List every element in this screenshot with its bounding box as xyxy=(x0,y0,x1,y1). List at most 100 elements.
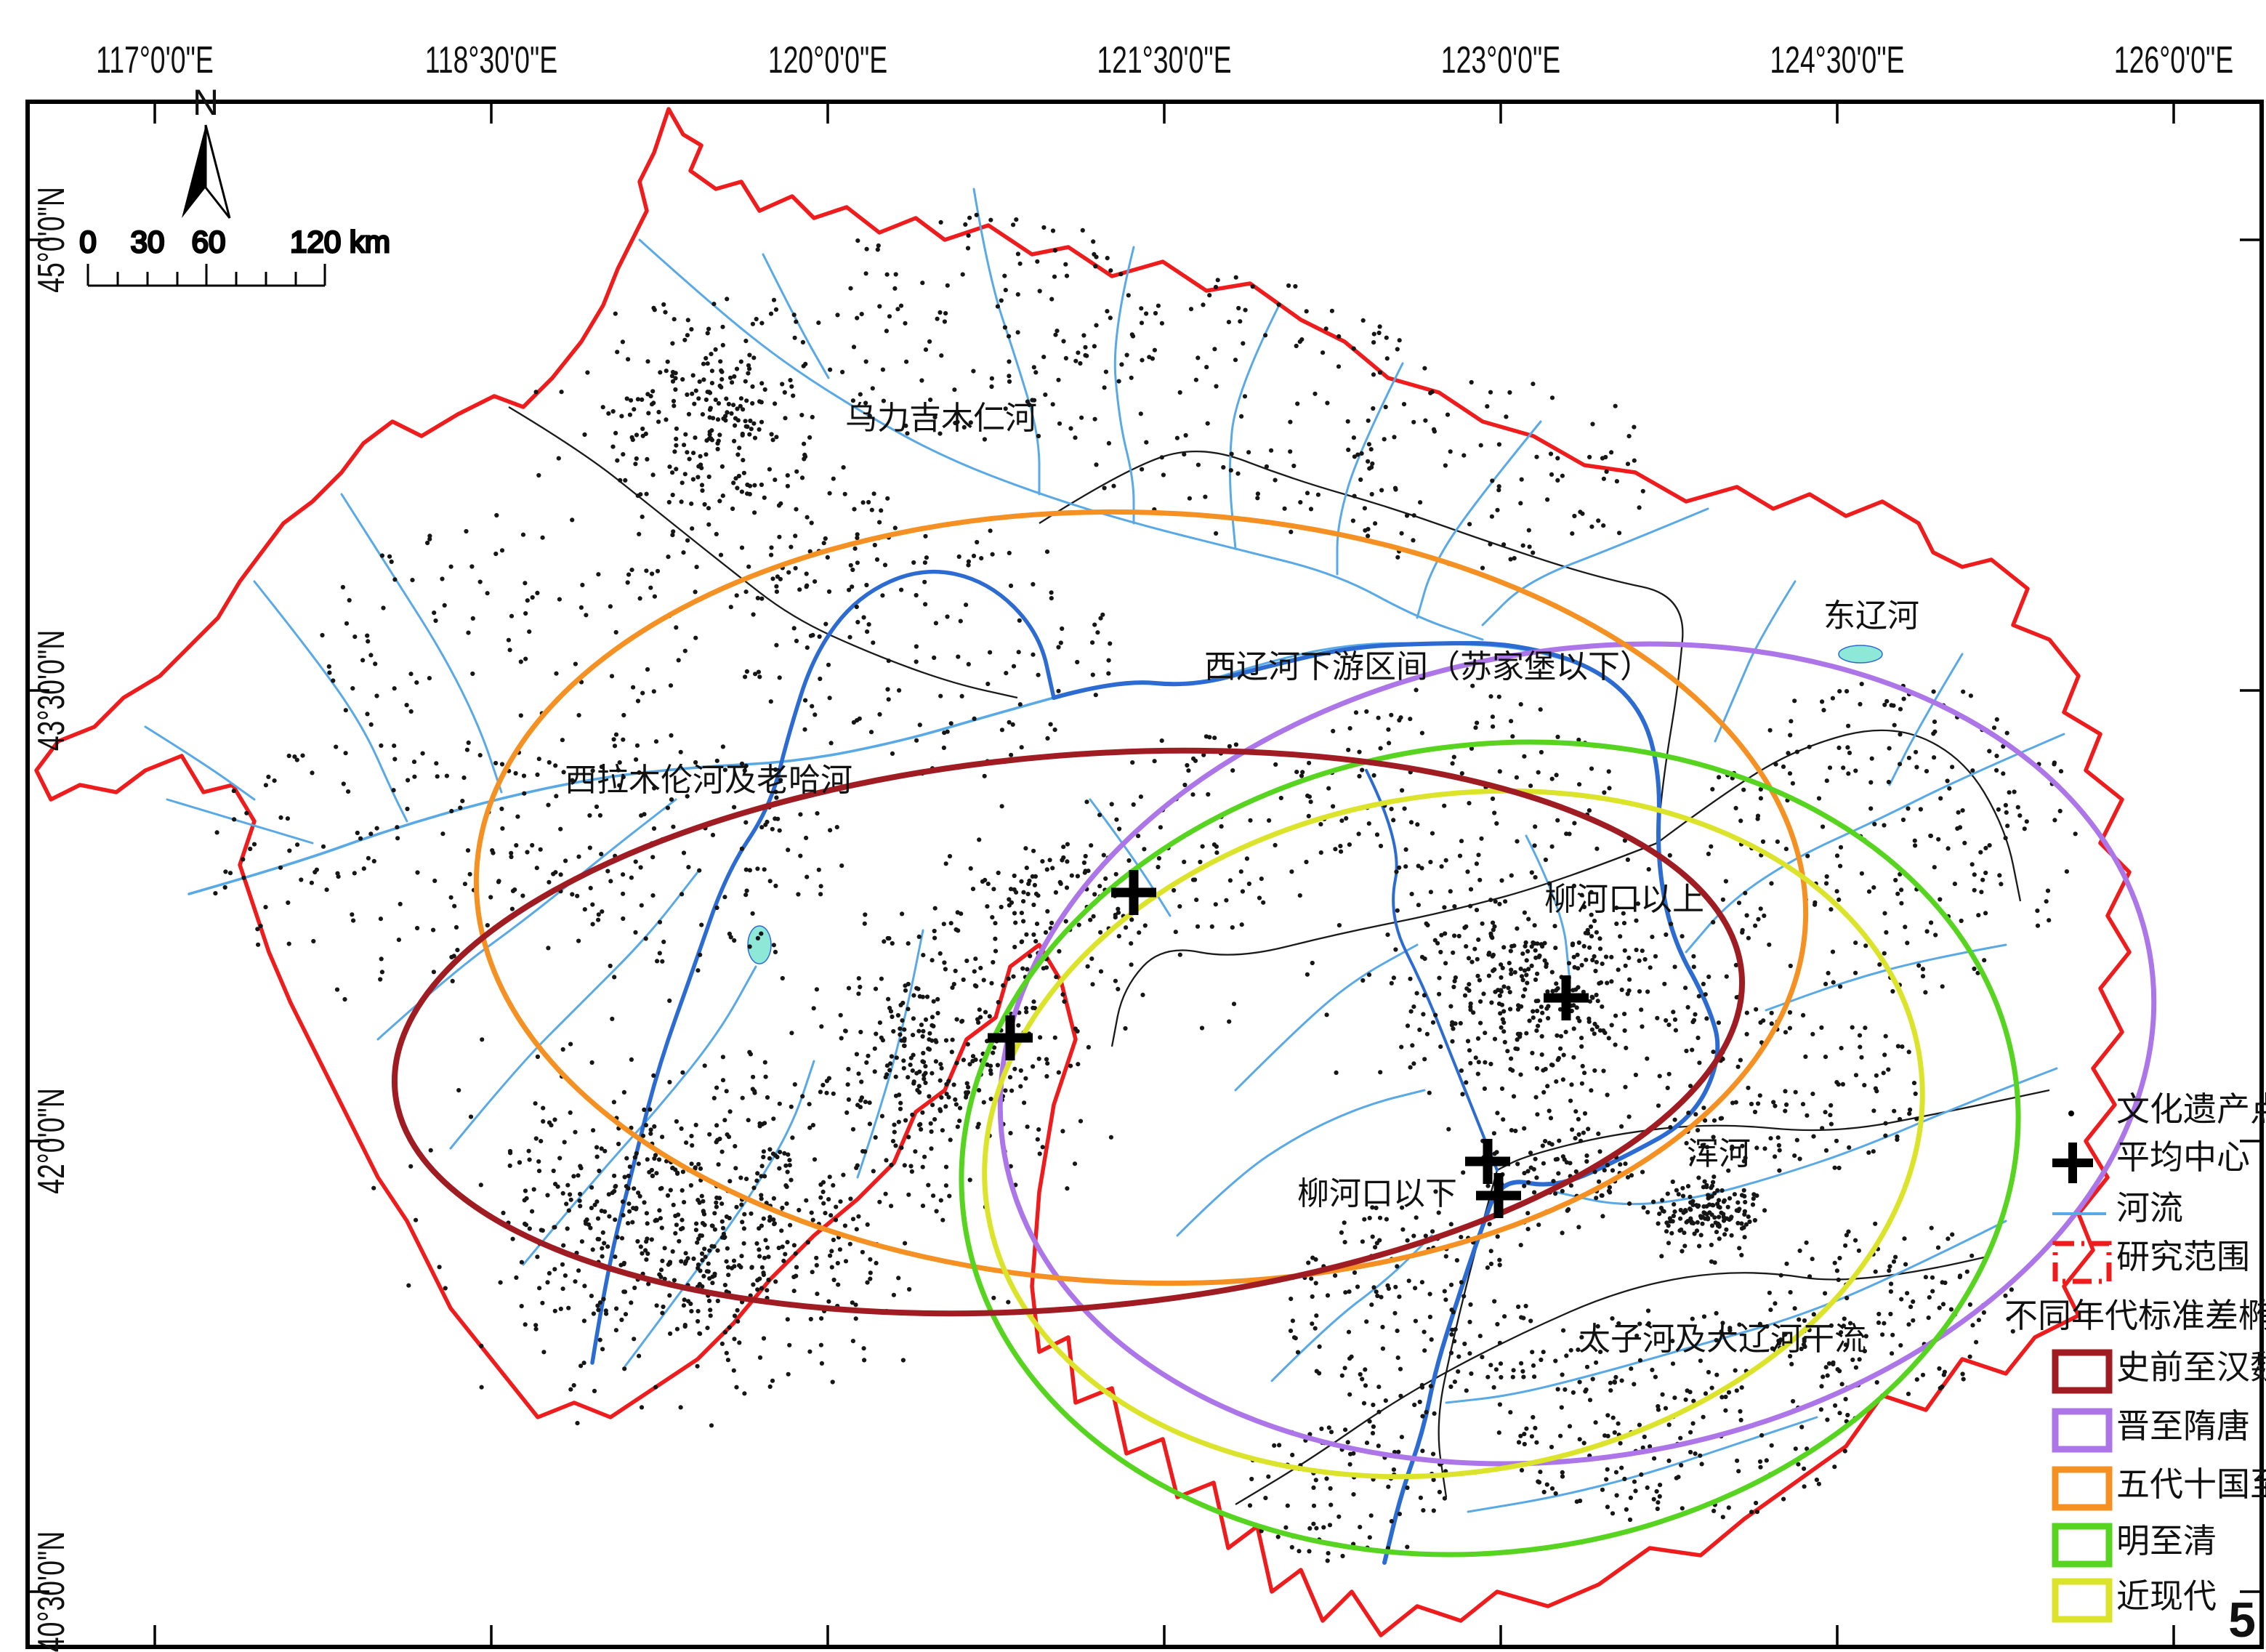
heritage-point xyxy=(1850,1357,1855,1363)
heritage-point xyxy=(695,1265,701,1270)
heritage-point xyxy=(884,1158,889,1163)
heritage-point xyxy=(1722,1232,1727,1237)
heritage-point xyxy=(536,757,541,762)
heritage-point xyxy=(1397,1294,1402,1300)
heritage-point xyxy=(1948,1307,1953,1312)
heritage-point xyxy=(1414,688,1419,693)
heritage-point xyxy=(1576,1116,1581,1121)
heritage-point xyxy=(1926,1315,1931,1321)
heritage-point xyxy=(1604,469,1609,475)
heritage-point xyxy=(1526,967,1531,972)
heritage-point xyxy=(1305,972,1310,977)
heritage-point xyxy=(1720,1515,1725,1520)
heritage-point xyxy=(901,1065,906,1071)
heritage-point xyxy=(1544,1006,1549,1011)
heritage-point xyxy=(1421,1508,1426,1513)
heritage-point xyxy=(1041,225,1047,230)
heritage-point xyxy=(585,370,590,375)
heritage-point xyxy=(1240,889,1245,894)
heritage-point xyxy=(1050,866,1055,871)
heritage-point xyxy=(374,693,379,698)
heritage-point xyxy=(1788,733,1793,738)
heritage-point xyxy=(1609,1023,1614,1028)
heritage-point xyxy=(613,1328,619,1333)
heritage-point xyxy=(755,935,760,940)
heritage-point xyxy=(570,778,575,783)
heritage-point xyxy=(897,688,902,693)
heritage-point xyxy=(507,648,512,653)
heritage-point xyxy=(999,904,1004,910)
heritage-point xyxy=(661,302,666,307)
heritage-point xyxy=(1501,542,1507,547)
heritage-point xyxy=(2001,744,2006,749)
heritage-point xyxy=(570,517,575,523)
heritage-point xyxy=(1786,751,1791,756)
heritage-point xyxy=(814,1255,819,1260)
heritage-point xyxy=(1153,310,1158,316)
heritage-point xyxy=(1841,765,1846,770)
heritage-point xyxy=(743,379,748,384)
heritage-point xyxy=(1629,1366,1634,1371)
heritage-point xyxy=(1554,1079,1559,1084)
heritage-point xyxy=(1529,944,1534,949)
heritage-point xyxy=(690,526,695,531)
era-swatch xyxy=(2052,1523,2113,1568)
heritage-point xyxy=(867,414,872,419)
heritage-point xyxy=(1626,988,1632,994)
heritage-point xyxy=(1321,1525,1326,1530)
heritage-point xyxy=(644,568,649,573)
heritage-point xyxy=(1185,762,1190,768)
heritage-point xyxy=(778,576,783,581)
heritage-point xyxy=(1139,321,1145,326)
heritage-point xyxy=(1558,1033,1564,1039)
heritage-point xyxy=(1858,701,1863,707)
heritage-point xyxy=(499,548,505,553)
heritage-point xyxy=(294,757,299,762)
heritage-point xyxy=(1613,1470,1619,1475)
heritage-point xyxy=(985,681,991,687)
heritage-point xyxy=(626,1201,632,1206)
heritage-point xyxy=(695,475,701,480)
heritage-point xyxy=(1448,1004,1453,1009)
heritage-point xyxy=(1010,722,1015,728)
latitude-label: 40°30'0"N xyxy=(30,1531,73,1652)
heritage-point xyxy=(1545,989,1550,994)
heritage-point xyxy=(718,552,724,557)
heritage-point xyxy=(614,1306,619,1311)
heritage-point xyxy=(1243,307,1248,313)
heritage-point xyxy=(945,614,950,619)
heritage-point xyxy=(1825,1373,1830,1378)
heritage-point xyxy=(1991,725,1997,730)
heritage-point xyxy=(635,1238,640,1244)
heritage-point xyxy=(811,1006,816,1011)
heritage-point xyxy=(1031,581,1036,587)
heritage-point xyxy=(1493,989,1498,994)
heritage-point xyxy=(964,1090,969,1095)
heritage-point xyxy=(1040,859,1045,864)
heritage-point xyxy=(1242,394,1248,399)
heritage-point xyxy=(1438,949,1443,955)
heritage-point xyxy=(285,816,290,821)
heritage-point xyxy=(1294,770,1299,775)
heritage-point xyxy=(525,850,530,855)
heritage-point xyxy=(578,680,584,685)
heritage-point xyxy=(1213,902,1218,907)
heritage-point xyxy=(719,464,725,470)
heritage-point xyxy=(1619,1378,1624,1383)
heritage-point xyxy=(1313,1478,1318,1483)
heritage-point xyxy=(621,916,626,922)
heritage-point xyxy=(1539,749,1544,755)
heritage-point xyxy=(527,629,532,634)
heritage-point xyxy=(715,441,720,446)
heritage-point xyxy=(1823,1291,1828,1296)
heritage-point xyxy=(751,355,757,360)
heritage-point xyxy=(1533,1425,1538,1430)
heritage-point xyxy=(1741,1188,1746,1193)
heritage-point xyxy=(670,341,675,346)
heritage-point xyxy=(464,528,469,534)
heritage-point xyxy=(1703,1391,1709,1396)
heritage-point xyxy=(932,655,937,661)
heritage-point xyxy=(1468,1302,1473,1308)
heritage-point xyxy=(635,397,641,402)
heritage-point xyxy=(1536,999,1541,1004)
